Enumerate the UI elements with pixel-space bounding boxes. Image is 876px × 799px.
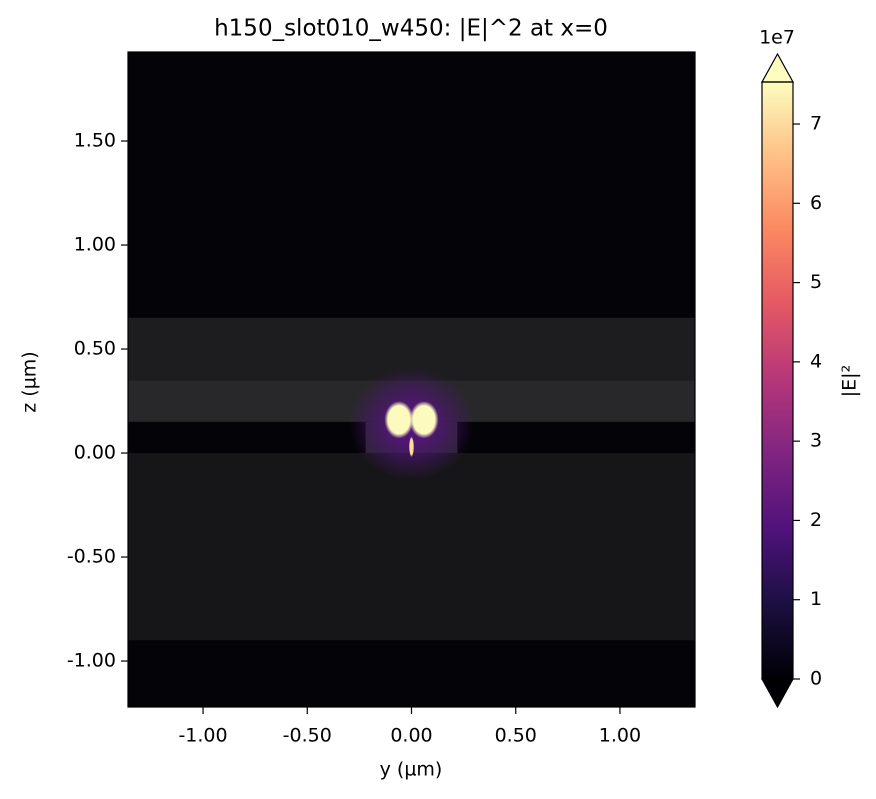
colorbar-tick-label: 2: [810, 509, 822, 531]
x-tick-label: -0.50: [283, 725, 332, 747]
y-tick-label: -0.50: [67, 546, 116, 568]
colorbar-frame: [761, 81, 794, 680]
chart-title: h150_slot010_w450: |E|^2 at x=0: [214, 16, 608, 42]
x-axis-label: y (µm): [380, 759, 443, 781]
x-tick-label: 0.50: [495, 725, 537, 747]
y-axis-label: z (µm): [19, 351, 41, 412]
x-tick-label: -1.00: [178, 725, 227, 747]
y-tick-label: 1.00: [74, 234, 116, 256]
colorbar-tick-label: 5: [810, 271, 822, 293]
colorbar-label: |E|²: [839, 365, 861, 397]
colorbar-tick-label: 3: [810, 430, 822, 452]
colorbar: [762, 82, 793, 679]
colorbar-extend-min: [760, 678, 795, 709]
colorbar-tick-label: 7: [810, 113, 822, 135]
colorbar-extend-max: [760, 52, 795, 83]
field-intensity: [384, 401, 414, 439]
colorbar-tick-label: 0: [810, 668, 822, 690]
x-tick-label: 0.00: [390, 725, 432, 747]
field-intensity: [408, 436, 415, 458]
colorbar-scale: 1e7: [759, 27, 795, 49]
colorbar-tick-label: 4: [810, 350, 822, 372]
plot-area: [128, 52, 695, 707]
field-intensity: [409, 401, 439, 439]
y-tick-label: 1.50: [74, 130, 116, 152]
y-tick-label: 0.50: [74, 338, 116, 360]
structure-region: [128, 453, 695, 641]
colorbar-tick-label: 1: [810, 588, 822, 610]
y-tick-label: -1.00: [67, 650, 116, 672]
x-tick-label: 1.00: [599, 725, 641, 747]
colorbar-tick-label: 6: [810, 192, 822, 214]
y-tick-label: 0.00: [74, 442, 116, 464]
